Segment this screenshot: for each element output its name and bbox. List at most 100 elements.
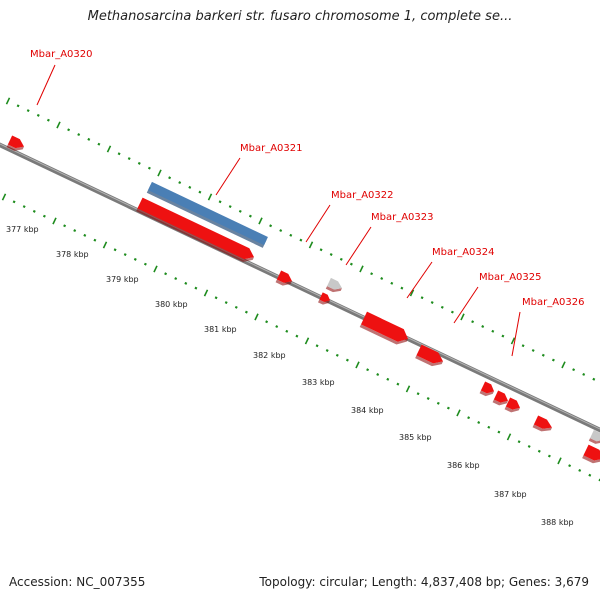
kbp-scale-labels: 377 kbp 378 kbp 379 kbp 380 kbp 381 kbp 382 k… (6, 225, 574, 527)
outer-minor-tick (481, 325, 485, 328)
outer-minor-tick (46, 118, 50, 122)
inner-major-tick (557, 457, 562, 465)
gene-label[interactable]: Mbar_A0325 (479, 272, 542, 283)
inner-minor-tick (123, 253, 127, 257)
backbone-line (0, 142, 600, 433)
kbp-label: 378 kbp (56, 250, 89, 259)
gene-feature[interactable] (415, 344, 445, 370)
inner-minor-tick (345, 358, 349, 362)
inner-minor-tick (477, 421, 481, 424)
inner-major-tick (254, 313, 259, 321)
inner-minor-tick (497, 430, 501, 434)
outer-minor-tick (440, 305, 444, 309)
outer-minor-tick (26, 109, 30, 113)
inner-minor-tick (73, 229, 77, 233)
outer-minor-tick (289, 233, 293, 237)
gene-feature[interactable] (479, 381, 497, 398)
inner-minor-tick (22, 205, 26, 209)
gene-label[interactable]: Mbar_A0321 (240, 143, 303, 154)
gene-label[interactable]: Mbar_A0326 (522, 297, 585, 308)
gene-label[interactable]: Mbar_A0324 (432, 247, 495, 258)
genome-summary: Topology: circular; Length: 4,837,408 bp… (259, 575, 589, 589)
callout-leader-line (345, 226, 372, 266)
inner-minor-tick (568, 464, 572, 468)
gene-feature[interactable] (325, 277, 344, 295)
kbp-label: 386 kbp (447, 461, 480, 470)
outer-minor-tick (87, 137, 91, 141)
outer-minor-tick (117, 152, 121, 156)
inner-minor-tick (285, 329, 289, 333)
inner-minor-tick (275, 325, 279, 328)
inner-major-tick (102, 241, 108, 249)
gene-feature[interactable] (136, 197, 256, 266)
outer-minor-tick (582, 372, 586, 376)
inner-minor-tick (224, 301, 228, 305)
outer-major-tick (56, 121, 61, 129)
outer-minor-tick (551, 358, 555, 362)
kbp-label: 388 kbp (541, 518, 574, 527)
outer-minor-tick (127, 157, 131, 161)
outer-major-tick (157, 169, 162, 177)
inner-minor-tick (184, 281, 188, 285)
outer-minor-tick (77, 133, 81, 137)
outer-minor-tick (137, 161, 141, 165)
gene-feature[interactable] (359, 311, 411, 348)
outer-tick-track (5, 97, 596, 381)
gene-feature[interactable] (492, 390, 511, 407)
inner-minor-tick (12, 200, 16, 204)
gene-label[interactable]: Mbar_A0322 (331, 190, 394, 201)
outer-major-tick (510, 337, 516, 345)
callout-leader-line (36, 64, 56, 106)
gene-feature[interactable] (588, 429, 600, 447)
outer-major-tick (308, 241, 314, 249)
gene-feature[interactable] (6, 135, 27, 153)
gene-feature-highlight[interactable] (146, 181, 268, 248)
inner-major-tick (1, 193, 7, 201)
gene-features[interactable] (6, 135, 600, 467)
inner-minor-tick (133, 257, 137, 261)
inner-minor-tick (113, 248, 117, 252)
outer-minor-tick (339, 257, 343, 261)
outer-minor-tick (501, 334, 505, 338)
inner-minor-tick (416, 392, 420, 396)
callout-leader-line (215, 157, 241, 196)
gene-label[interactable]: Mbar_A0323 (371, 212, 434, 223)
gene-feature[interactable] (532, 415, 555, 434)
outer-minor-tick (238, 209, 242, 213)
inner-minor-tick (467, 416, 471, 420)
gene-feature[interactable] (582, 444, 600, 467)
inner-minor-tick (63, 224, 67, 228)
inner-minor-tick (386, 377, 390, 381)
inner-minor-tick (487, 425, 491, 429)
inner-major-tick (506, 433, 512, 441)
gene-label[interactable]: Mbar_A0320 (30, 49, 93, 60)
outer-minor-tick (269, 224, 273, 228)
inner-major-tick (355, 361, 360, 369)
inner-minor-tick (588, 473, 592, 477)
gene-feature[interactable] (317, 292, 332, 306)
gene-feature[interactable] (504, 397, 523, 414)
outer-minor-tick (329, 253, 333, 256)
outer-major-tick (409, 289, 415, 297)
outer-minor-tick (471, 320, 475, 324)
outer-minor-tick (491, 329, 495, 333)
inner-minor-tick (265, 320, 269, 324)
chromosome-backbone (0, 142, 600, 433)
inner-minor-tick (214, 296, 218, 300)
outer-minor-tick (248, 214, 252, 218)
outer-minor-tick (572, 368, 576, 372)
gene-feature[interactable] (275, 270, 295, 288)
accession-label: Accession: NC_007355 (9, 575, 146, 589)
outer-minor-tick (400, 286, 404, 290)
outer-minor-tick (299, 238, 303, 242)
inner-minor-tick (446, 406, 450, 410)
outer-major-tick (207, 193, 213, 201)
outer-minor-tick (198, 190, 202, 194)
map-title: Methanosarcina barkeri str. fusaro chrom… (87, 9, 513, 24)
kbp-label: 387 kbp (494, 490, 527, 499)
inner-minor-tick (527, 445, 531, 448)
outer-minor-tick (370, 272, 374, 276)
inner-minor-tick (376, 373, 380, 376)
callout-leader-line (453, 286, 479, 324)
